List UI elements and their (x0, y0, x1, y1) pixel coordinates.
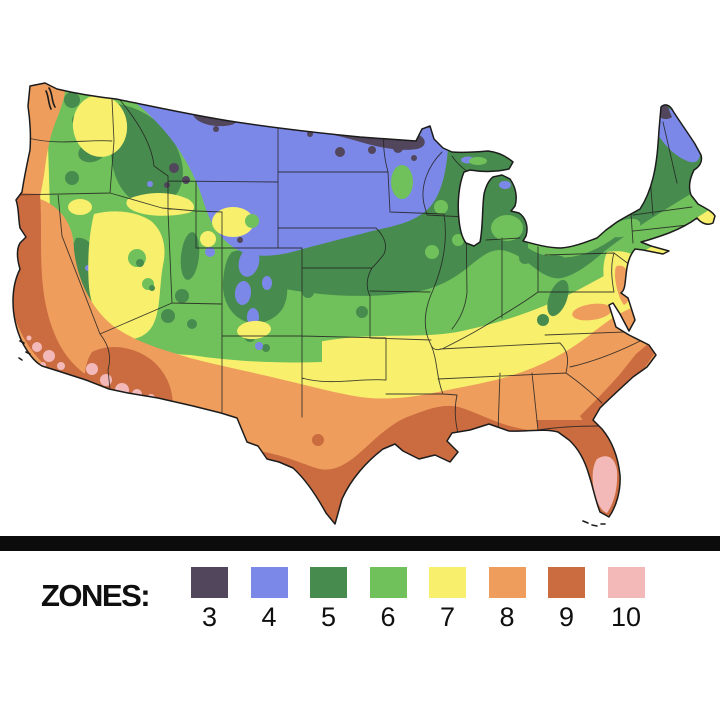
us-hardiness-zone-map (12, 82, 716, 527)
legend-item: 3 (191, 567, 228, 631)
zone-10-label: 10 (610, 602, 642, 632)
zone-6-swatch (369, 567, 407, 598)
zone-6-label: 6 (380, 602, 396, 632)
basin-green-spots (128, 214, 259, 291)
legend-item: 4 (250, 567, 288, 632)
legend-item: 5 (310, 567, 347, 631)
zone-7-swatch (429, 567, 466, 598)
zone-9-label: 9 (558, 602, 575, 632)
state-boundaries (13, 98, 693, 434)
zone-4-label: 4 (261, 602, 277, 632)
zone-5-swatch (310, 567, 347, 598)
zone-8-swatch (488, 567, 526, 598)
zone-3-label: 3 (201, 602, 218, 632)
legend-item: 6 (369, 567, 407, 632)
legend-heading: ZONES: (41, 578, 151, 613)
zone-9-swatch (548, 567, 585, 598)
midwest-east-spots (302, 157, 641, 326)
puget-sound-inlets (45, 87, 56, 110)
zones-legend: ZONES: 3 4 5 6 7 (0, 560, 720, 650)
zone-3-swatch (191, 567, 228, 598)
us-border-outline (12, 82, 716, 525)
legend-item: 7 (429, 567, 466, 631)
zone-fill-layers (13, 83, 715, 524)
legend-swatch-row: 3 4 5 6 7 8 9 (191, 567, 645, 631)
zone-10-swatch (607, 567, 645, 598)
legend-item: 8 (488, 567, 526, 632)
zone-8-label: 8 (499, 602, 515, 632)
divider-bar (0, 536, 720, 551)
zone-5-label: 5 (320, 602, 337, 632)
florida-keys (582, 520, 606, 527)
legend-item: 9 (548, 567, 585, 631)
zone-4-swatch (250, 567, 288, 598)
legend-item: 10 (607, 567, 645, 632)
zone-7-label: 7 (439, 602, 456, 632)
